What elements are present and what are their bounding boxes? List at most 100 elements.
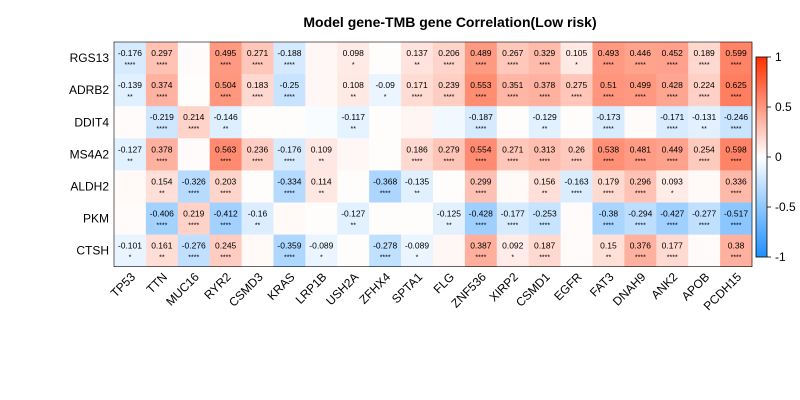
heatmap-cell: [496, 138, 529, 171]
heatmap-cell: [209, 106, 242, 139]
heatmap-cell: [177, 106, 210, 139]
heatmap-cell: [241, 202, 274, 235]
cell-significance-label: **: [351, 126, 357, 133]
heatmap-cell: [369, 234, 402, 267]
heatmap-cell: [433, 234, 466, 267]
cell-significance-label: ****: [156, 223, 167, 230]
heatmap-cell: [656, 106, 689, 139]
heatmap-cell: [401, 106, 434, 139]
cell-value-label: -0.253: [533, 209, 557, 219]
cell-value-label: -0.127: [118, 144, 142, 154]
cell-value-label: -0.427: [660, 209, 684, 219]
heatmap-cell: [624, 234, 657, 267]
heatmap-cell: [305, 106, 338, 139]
colorbar-tick-label: 0.5: [775, 100, 792, 114]
heatmap-cell: [624, 106, 657, 139]
cell-significance-label: *: [416, 255, 419, 262]
heatmap-cell: [560, 138, 593, 171]
cell-significance-label: **: [127, 158, 133, 165]
cell-significance-label: ****: [380, 255, 391, 262]
cell-significance-label: ****: [603, 94, 614, 101]
heatmap-cell: [145, 202, 179, 235]
cell-significance-label: ****: [667, 158, 678, 165]
row-label: RGS13: [70, 51, 110, 65]
heatmap-cell: [496, 42, 529, 75]
cell-value-label: 0.297: [151, 48, 173, 58]
cell-value-label: 0.183: [247, 80, 269, 90]
cell-significance-label: ****: [156, 62, 167, 69]
cell-value-label: 0.296: [630, 176, 652, 186]
heatmap-cell: [305, 170, 338, 203]
cell-value-label: -0.326: [182, 176, 206, 186]
cell-value-label: 0.446: [630, 48, 652, 58]
heatmap-cell: [401, 234, 434, 267]
cell-significance-label: ****: [699, 62, 710, 69]
cell-significance-label: ****: [635, 190, 646, 197]
heatmap-cell: [401, 138, 434, 171]
cell-significance-label: ****: [699, 223, 710, 230]
heatmap-cell: [433, 138, 466, 171]
cell-value-label: -0.177: [501, 209, 525, 219]
heatmap-cell: [720, 202, 753, 235]
cell-value-label: -0.176: [118, 48, 142, 58]
cell-significance-label: ****: [475, 126, 486, 133]
heatmap-cell: [241, 138, 274, 171]
cell-value-label: 0.093: [662, 176, 684, 186]
cell-value-label: -0.163: [564, 176, 588, 186]
cell-value-label: -0.246: [724, 112, 748, 122]
cell-significance-label: ****: [188, 255, 199, 262]
heatmap-cell: [241, 74, 274, 107]
cell-significance-label: ****: [188, 190, 199, 197]
cell-value-label: -0.368: [373, 176, 397, 186]
heatmap-cell: [624, 202, 657, 235]
heatmap-cell: [656, 138, 689, 171]
heatmap-cell: [114, 170, 147, 203]
heatmap-cell: [305, 138, 338, 171]
heatmap-cell: [433, 42, 466, 75]
heatmap-cell: [145, 234, 179, 267]
cell-value-label: -0.517: [724, 209, 748, 219]
cell-significance-label: ****: [284, 62, 295, 69]
column-label: DNAH9: [610, 270, 649, 309]
cell-value-label: -0.187: [469, 112, 493, 122]
cell-value-label: 0.504: [215, 80, 237, 90]
cell-significance-label: ****: [603, 158, 614, 165]
cell-value-label: -0.188: [277, 48, 301, 58]
cell-value-label: 0.489: [470, 48, 492, 58]
cell-value-label: 0.245: [215, 241, 237, 251]
cell-value-label: 0.378: [151, 144, 173, 154]
cell-significance-label: ****: [539, 223, 550, 230]
heatmap-cell: [592, 202, 625, 235]
cell-significance-label: ****: [731, 255, 742, 262]
heatmap-cell: [720, 170, 753, 203]
heatmap-cell: [241, 234, 274, 267]
cell-value-label: -0.146: [214, 112, 238, 122]
heatmap-cell: [369, 138, 402, 171]
heatmap-cell: [592, 170, 625, 203]
column-label: SPTA1: [389, 270, 425, 306]
heatmap-cell: [305, 74, 338, 107]
row-label: ALDH2: [70, 179, 109, 193]
cell-significance-label: **: [319, 190, 325, 197]
cell-value-label: 0.098: [343, 48, 365, 58]
column-label: ZFHX4: [356, 270, 393, 307]
heatmap-cell: [560, 170, 593, 203]
heatmap-cell: [145, 170, 179, 203]
heatmap-cell: [624, 42, 657, 75]
cell-value-label: 0.187: [534, 241, 556, 251]
cell-value-label: 0.554: [470, 144, 492, 154]
cell-significance-label: **: [255, 223, 261, 230]
heatmap-cell: [656, 202, 689, 235]
heatmap-cell: [273, 138, 306, 171]
heatmap-cell: [145, 138, 179, 171]
cell-significance-label: **: [606, 255, 612, 262]
colorbar-tick-label: -1: [775, 250, 786, 264]
cell-value-label: -0.276: [182, 241, 206, 251]
cell-significance-label: ****: [507, 223, 518, 230]
heatmap-cell: [337, 74, 370, 107]
colorbar: [755, 56, 768, 258]
cell-significance-label: ****: [220, 158, 231, 165]
heatmap-cell: [241, 42, 274, 75]
cell-significance-label: ****: [475, 190, 486, 197]
heatmap-cell: [464, 74, 498, 107]
